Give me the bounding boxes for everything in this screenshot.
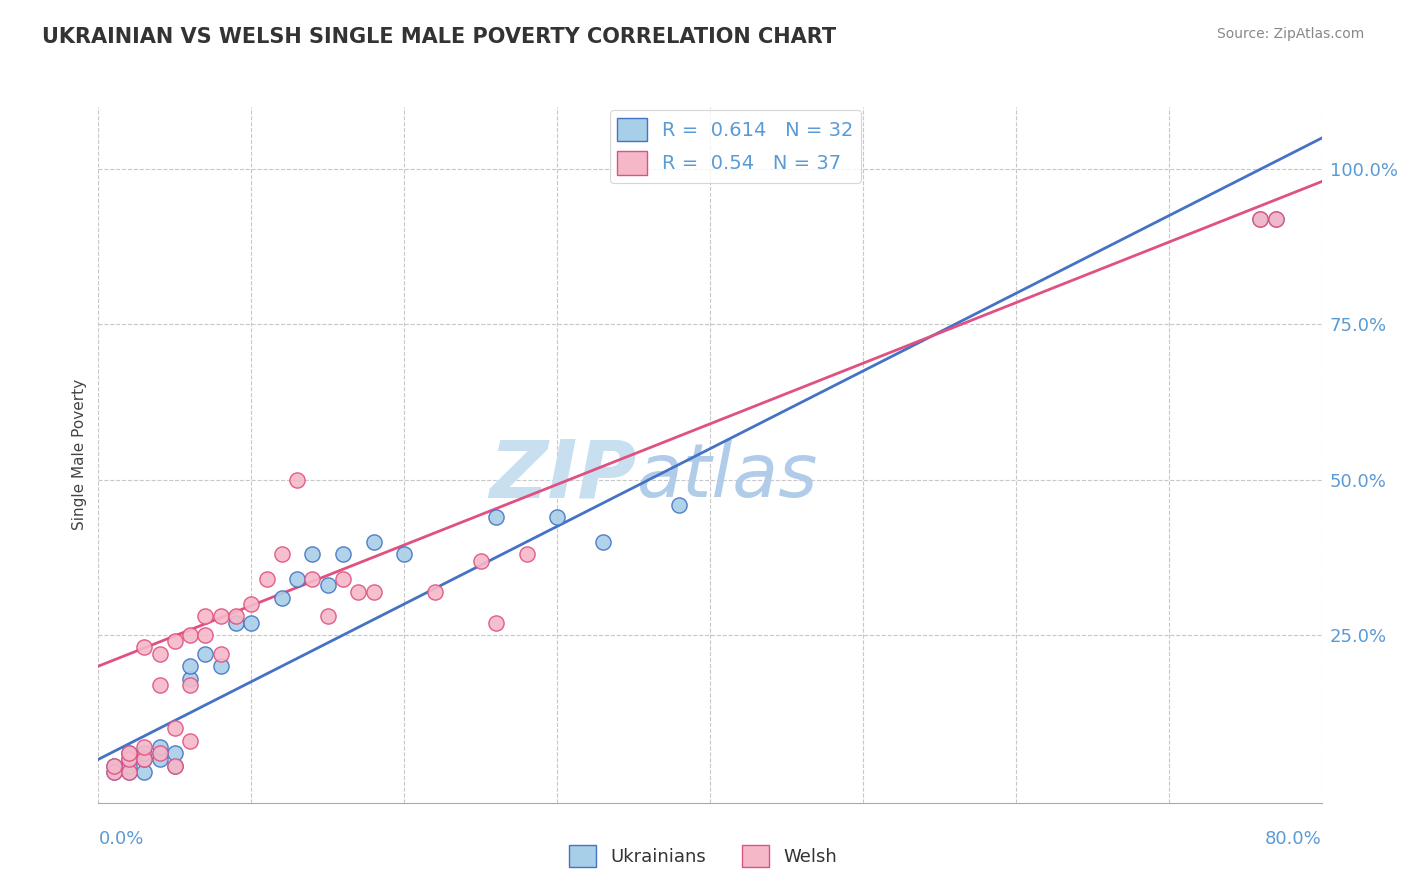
Point [103, 758, 125, 772]
Point [194, 628, 217, 642]
Point [134, 746, 156, 760]
Point [118, 752, 141, 766]
Text: UKRAINIAN VS WELSH SINGLE MALE POVERTY CORRELATION CHART: UKRAINIAN VS WELSH SINGLE MALE POVERTY C… [42, 27, 837, 46]
Point [179, 678, 201, 692]
Point [270, 547, 292, 561]
Point [240, 615, 263, 630]
Point [134, 640, 156, 655]
Point [163, 758, 186, 772]
Legend: R =  0.614   N = 32, R =  0.54   N = 37: R = 0.614 N = 32, R = 0.54 N = 37 [610, 110, 862, 183]
Point [194, 647, 217, 661]
Point [118, 758, 141, 772]
Text: Source: ZipAtlas.com: Source: ZipAtlas.com [1216, 27, 1364, 41]
Point [103, 764, 125, 779]
Point [225, 609, 247, 624]
Point [118, 752, 141, 766]
Point [118, 764, 141, 779]
Point [1249, 211, 1271, 226]
Point [118, 764, 141, 779]
Text: 0.0%: 0.0% [98, 830, 143, 847]
Legend: Ukrainians, Welsh: Ukrainians, Welsh [561, 838, 845, 874]
Point [209, 647, 232, 661]
Point [179, 628, 201, 642]
Point [347, 584, 370, 599]
Point [301, 547, 323, 561]
Point [163, 634, 186, 648]
Point [134, 739, 156, 754]
Point [149, 752, 172, 766]
Point [149, 678, 172, 692]
Point [1264, 211, 1286, 226]
Point [423, 584, 446, 599]
Point [256, 572, 278, 586]
Point [179, 672, 201, 686]
Point [149, 739, 172, 754]
Point [316, 609, 339, 624]
Point [316, 578, 339, 592]
Point [163, 746, 186, 760]
Point [163, 721, 186, 735]
Point [163, 758, 186, 772]
Point [485, 510, 508, 524]
Point [134, 764, 156, 779]
Point [134, 752, 156, 766]
Point [194, 609, 217, 624]
Point [285, 473, 308, 487]
Point [332, 547, 354, 561]
Point [103, 758, 125, 772]
Point [301, 572, 323, 586]
Point [668, 498, 690, 512]
Point [546, 510, 568, 524]
Text: atlas: atlas [637, 440, 818, 512]
Point [225, 615, 247, 630]
Y-axis label: Single Male Poverty: Single Male Poverty [72, 379, 87, 531]
Text: 80.0%: 80.0% [1265, 830, 1322, 847]
Point [118, 746, 141, 760]
Point [149, 746, 172, 760]
Point [516, 547, 538, 561]
Point [1264, 211, 1286, 226]
Point [1249, 211, 1271, 226]
Point [149, 647, 172, 661]
Point [392, 547, 416, 561]
Point [240, 597, 263, 611]
Point [470, 553, 492, 567]
Point [209, 659, 232, 673]
Point [285, 572, 308, 586]
Point [363, 584, 385, 599]
Point [332, 572, 354, 586]
Point [592, 534, 614, 549]
Point [103, 764, 125, 779]
Point [118, 746, 141, 760]
Point [363, 534, 385, 549]
Point [209, 609, 232, 624]
Point [179, 659, 201, 673]
Point [485, 615, 508, 630]
Point [134, 752, 156, 766]
Point [179, 733, 201, 747]
Point [270, 591, 292, 605]
Text: ZIP: ZIP [489, 437, 637, 515]
